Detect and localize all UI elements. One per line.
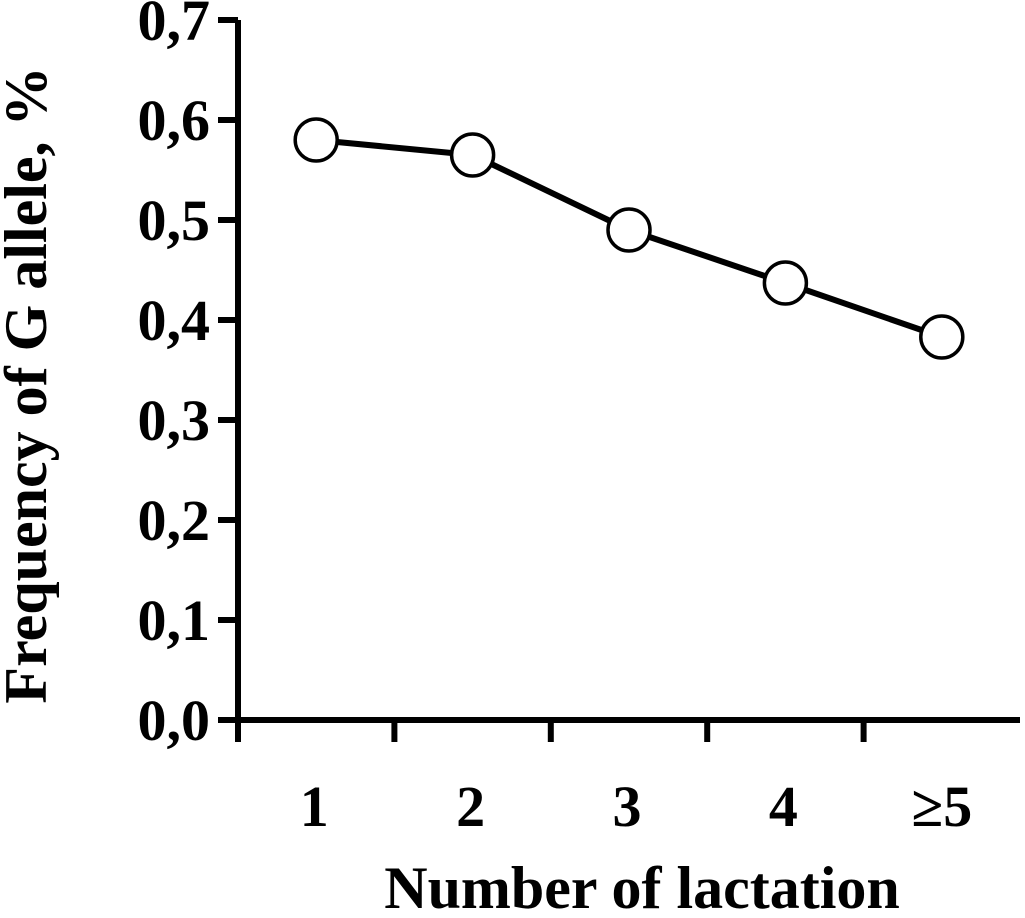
y-tick-label: 0,4 (138, 288, 211, 353)
y-tick-label: 0,3 (138, 388, 211, 453)
data-point (449, 132, 496, 178)
y-tick-label: 0,5 (138, 188, 211, 253)
y-tick-label: 0,6 (138, 88, 211, 153)
x-tick-label: ≥5 (911, 774, 972, 839)
x-tick-label: 3 (613, 774, 642, 839)
x-axis-title: Number of lactation (384, 855, 900, 918)
x-axis-ticks: 1 2 3 4 ≥5 (300, 720, 972, 839)
data-point (919, 314, 965, 360)
y-axis-title: Frequency of G allele, % (0, 66, 59, 703)
y-tick-label: 0,1 (138, 588, 211, 653)
x-tick-label: 1 (300, 774, 329, 839)
y-axis-ticks: 0,0 0,1 0,2 0,3 0,4 0,5 0,6 0,7 (138, 0, 238, 753)
axes (235, 20, 1020, 742)
y-tick-label: 0,2 (138, 488, 211, 553)
data-point (293, 117, 339, 163)
x-tick-label: 4 (769, 774, 798, 839)
x-tick-label: 2 (456, 774, 485, 839)
data-point (606, 207, 652, 253)
y-tick-label: 0,7 (138, 0, 211, 53)
data-point (762, 260, 809, 306)
series-layer (293, 117, 965, 360)
y-tick-label: 0,0 (138, 688, 211, 753)
